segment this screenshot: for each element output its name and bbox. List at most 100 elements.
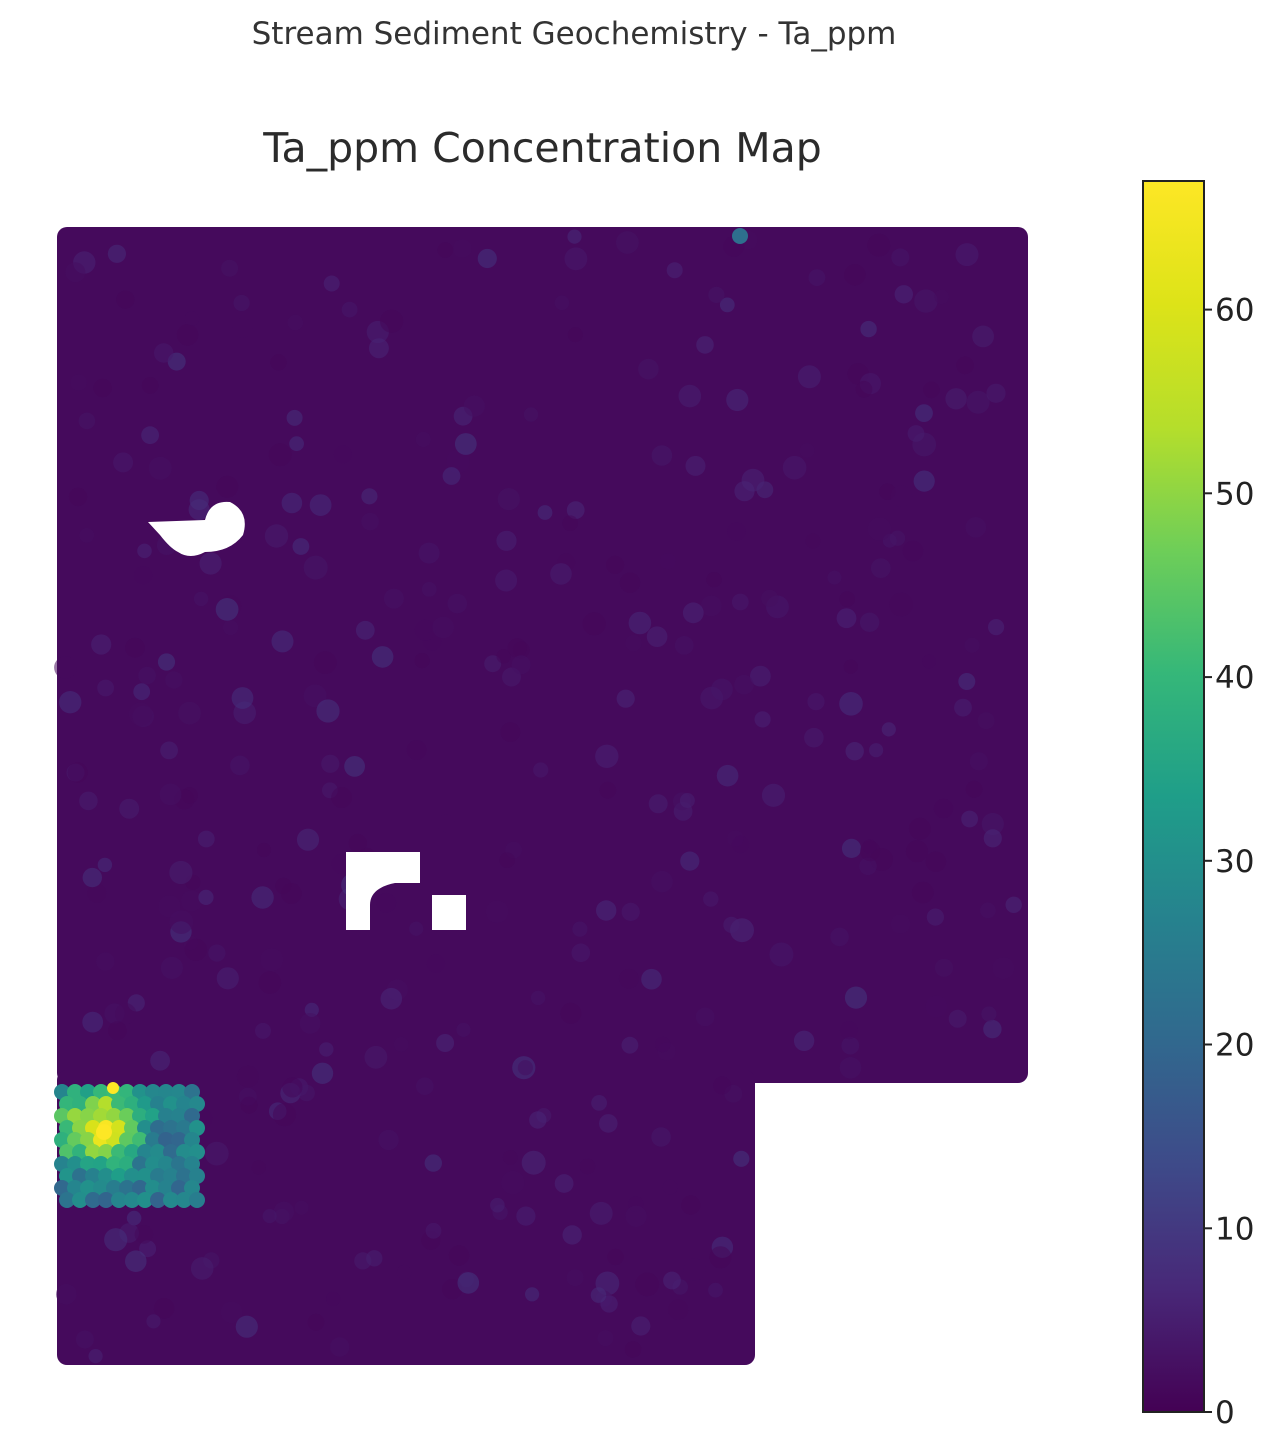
sample-point (516, 1206, 536, 1226)
sample-point (216, 475, 239, 498)
sample-point (282, 1077, 303, 1098)
sample-point (436, 814, 455, 833)
sample-point (119, 1156, 135, 1172)
sample-point (59, 1168, 75, 1184)
sample-point (621, 1036, 639, 1054)
sample-point (137, 1192, 153, 1208)
sample-point (158, 1084, 174, 1100)
sample-point (523, 407, 539, 422)
sample-point (589, 1201, 613, 1225)
sample-point (902, 540, 924, 562)
sample-point (839, 1057, 862, 1079)
sample-point (591, 1095, 607, 1111)
sample-point (106, 1108, 122, 1124)
sample-point (934, 958, 954, 977)
sample-point (731, 593, 749, 611)
sample-point (139, 1240, 157, 1258)
sample-point (530, 990, 546, 1006)
sample-point (839, 1021, 859, 1040)
sample-point (344, 756, 365, 777)
sample-point (255, 1022, 271, 1039)
sample-point (685, 455, 706, 476)
sample-point (839, 692, 863, 716)
sample-point (145, 1180, 161, 1196)
sample-point (59, 1144, 75, 1160)
sample-point (977, 712, 995, 730)
sample-point (67, 1180, 83, 1196)
sample-point (111, 1120, 127, 1136)
sample-point (836, 608, 857, 629)
sample-point (169, 910, 194, 934)
sample-point (567, 327, 583, 343)
sample-point (641, 968, 662, 990)
chart-title: Ta_ppm Concentration Map (263, 124, 822, 172)
sample-point (251, 886, 274, 909)
sample-point (708, 286, 725, 303)
sample-point (371, 646, 394, 668)
sample-point (383, 588, 404, 609)
sample-point (521, 1150, 546, 1175)
sample-point (723, 916, 740, 934)
sample-point (713, 1076, 732, 1095)
sample-point (294, 1200, 309, 1215)
sample-point (859, 857, 877, 876)
sample-point (80, 1084, 96, 1100)
sample-point (184, 1156, 200, 1172)
sample-point (125, 637, 145, 658)
sample-point (178, 701, 202, 725)
sample-point (160, 956, 183, 980)
sample-point (843, 659, 858, 674)
sample-point (500, 722, 521, 742)
sample-point (700, 595, 722, 617)
sample-point (663, 1271, 681, 1290)
sample-point (432, 616, 455, 639)
sample-point (926, 908, 945, 926)
sample-point (490, 1197, 505, 1213)
sample-point (96, 1124, 112, 1140)
sample-point (839, 591, 855, 607)
sample-point (75, 1330, 94, 1349)
colorbar-tick-label: 20 (1215, 1028, 1254, 1064)
sample-point (485, 900, 509, 923)
sample-point (85, 1192, 101, 1208)
colorbar-tick-label: 0 (1215, 1395, 1235, 1431)
sample-point (674, 636, 694, 655)
sample-point (158, 1156, 174, 1172)
sample-point (807, 693, 825, 711)
sample-point (236, 1065, 259, 1088)
sample-point (93, 378, 112, 398)
sample-point (56, 1283, 77, 1305)
sample-point (572, 921, 588, 937)
sample-point (579, 1158, 596, 1175)
colorbar-tick-label: 40 (1215, 660, 1254, 696)
sample-point (68, 487, 88, 507)
sample-point (208, 944, 226, 962)
sample-point (797, 365, 821, 389)
sample-point (915, 404, 933, 422)
sample-point (138, 666, 156, 685)
sample-point (198, 889, 214, 906)
sample-point (448, 1245, 470, 1266)
sample-point (311, 1062, 334, 1085)
sample-point (625, 634, 642, 652)
sample-point (79, 791, 98, 811)
sample-point (925, 995, 948, 1018)
sample-point (496, 649, 511, 664)
sample-point (891, 248, 910, 267)
sample-point (54, 656, 77, 679)
sample-point (731, 835, 750, 854)
sample-point (176, 1120, 192, 1136)
sample-point (78, 412, 96, 430)
sample-point (799, 443, 815, 458)
sample-point (150, 1120, 166, 1136)
sample-point (596, 900, 617, 921)
sample-point (922, 654, 937, 669)
sample-point (171, 1108, 187, 1124)
sample-point (599, 1114, 618, 1133)
sample-point (706, 572, 722, 588)
sample-point (176, 1096, 192, 1112)
sample-point (734, 674, 754, 695)
sample-point (184, 311, 200, 326)
sample-point (421, 582, 437, 597)
sample-point (153, 1298, 175, 1319)
